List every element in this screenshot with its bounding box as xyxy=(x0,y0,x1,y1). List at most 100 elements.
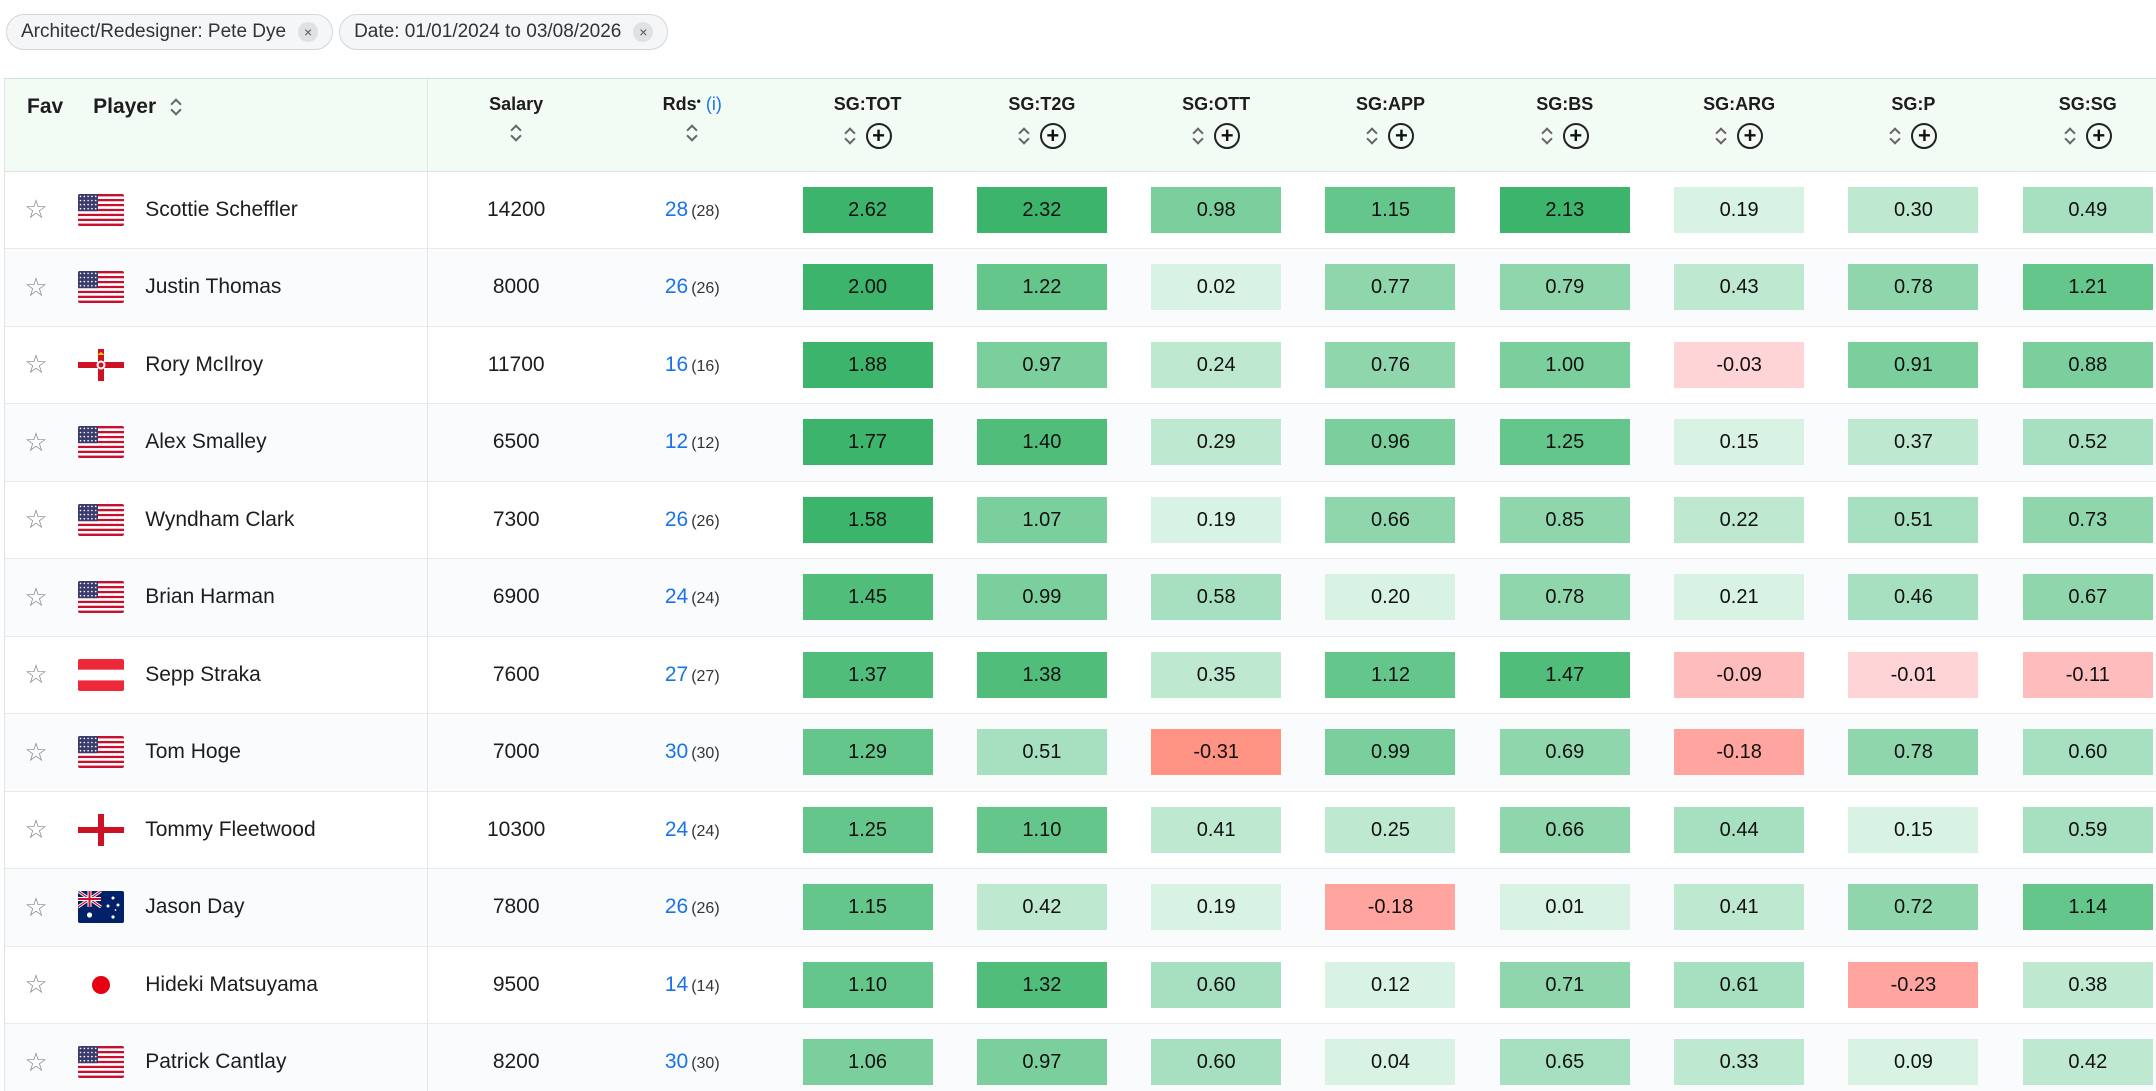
rounds-link[interactable]: 26 xyxy=(665,895,688,918)
header-sg-sg[interactable]: SG:SG+ xyxy=(2001,79,2156,171)
player-name[interactable]: Wyndham Clark xyxy=(135,481,428,559)
header-sg-t2g[interactable]: SG:T2G+ xyxy=(955,79,1129,171)
rounds-total: (14) xyxy=(691,978,719,995)
sort-icon[interactable] xyxy=(686,123,698,143)
rounds-link[interactable]: 30 xyxy=(665,1050,688,1073)
sg-value: 0.20 xyxy=(1325,574,1455,620)
sort-icon[interactable] xyxy=(844,126,856,146)
add-column-icon[interactable]: + xyxy=(1388,123,1414,149)
add-column-icon[interactable]: + xyxy=(1911,123,1937,149)
star-icon[interactable]: ☆ xyxy=(5,559,67,637)
sg-value: -0.18 xyxy=(1325,884,1455,930)
close-icon[interactable]: × xyxy=(633,22,653,42)
star-icon[interactable]: ☆ xyxy=(5,1024,67,1091)
filter-chip-date[interactable]: Date: 01/01/2024 to 03/08/2026 × xyxy=(339,14,668,50)
add-column-icon[interactable]: + xyxy=(1214,123,1240,149)
sort-icon[interactable] xyxy=(1889,126,1901,146)
sort-icon[interactable] xyxy=(1366,126,1378,146)
player-name[interactable]: Jason Day xyxy=(135,869,428,947)
rounds-link[interactable]: 14 xyxy=(665,973,688,996)
rounds-link[interactable]: 26 xyxy=(665,275,688,298)
sg-value: 1.38 xyxy=(977,652,1107,698)
player-name[interactable]: Rory McIlroy xyxy=(135,326,428,404)
star-icon[interactable]: ☆ xyxy=(5,404,67,482)
header-rds-label: Rds xyxy=(663,94,697,114)
sg-value: 0.02 xyxy=(1151,264,1281,310)
sort-icon[interactable] xyxy=(1018,126,1030,146)
header-sg-tot[interactable]: SG:TOT + xyxy=(780,79,954,171)
player-name[interactable]: Sepp Straka xyxy=(135,636,428,714)
filter-chip-label: Architect/Redesigner: Pete Dye xyxy=(21,21,286,43)
star-icon[interactable]: ☆ xyxy=(5,249,67,327)
player-name[interactable]: Hideki Matsuyama xyxy=(135,946,428,1024)
player-name[interactable]: Patrick Cantlay xyxy=(135,1024,428,1091)
rounds-total: (30) xyxy=(691,745,719,762)
sg-value: 0.49 xyxy=(2023,187,2153,233)
add-column-icon[interactable]: + xyxy=(866,123,892,149)
rounds-link[interactable]: 16 xyxy=(665,353,688,376)
header-player[interactable]: Player xyxy=(67,79,428,171)
rounds-link[interactable]: 27 xyxy=(665,663,688,686)
header-sg-arg[interactable]: SG:ARG+ xyxy=(1652,79,1826,171)
player-name[interactable]: Alex Smalley xyxy=(135,404,428,482)
star-icon[interactable]: ☆ xyxy=(5,714,67,792)
star-icon[interactable]: ☆ xyxy=(5,791,67,869)
sg-value: 0.38 xyxy=(2023,962,2153,1008)
info-icon[interactable]: (i) xyxy=(706,94,722,114)
sort-icon[interactable] xyxy=(2064,126,2076,146)
star-icon[interactable]: ☆ xyxy=(5,171,67,249)
header-sg-p[interactable]: SG:P+ xyxy=(1826,79,2000,171)
japan-flag xyxy=(78,969,124,1001)
player-name[interactable]: Brian Harman xyxy=(135,559,428,637)
star-icon[interactable]: ☆ xyxy=(5,481,67,559)
player-name[interactable]: Scottie Scheffler xyxy=(135,171,428,249)
star-icon[interactable]: ☆ xyxy=(5,636,67,714)
sort-icon[interactable] xyxy=(1192,126,1204,146)
rounds-cell: 12(12) xyxy=(604,404,780,482)
rounds-link[interactable]: 30 xyxy=(665,740,688,763)
sort-icon[interactable] xyxy=(170,97,182,117)
sort-icon[interactable] xyxy=(1541,126,1553,146)
header-sg-bs[interactable]: SG:BS+ xyxy=(1478,79,1652,171)
player-name[interactable]: Tommy Fleetwood xyxy=(135,791,428,869)
close-icon[interactable]: × xyxy=(298,22,318,42)
sg-value: 1.77 xyxy=(803,419,933,465)
star-icon[interactable]: ☆ xyxy=(5,869,67,947)
sort-icon[interactable] xyxy=(510,123,522,143)
player-name[interactable]: Tom Hoge xyxy=(135,714,428,792)
salary-value: 8200 xyxy=(428,1024,604,1091)
rounds-link[interactable]: 24 xyxy=(665,585,688,608)
header-sg-ott[interactable]: SG:OTT+ xyxy=(1129,79,1303,171)
filter-chip-architect[interactable]: Architect/Redesigner: Pete Dye × xyxy=(6,14,333,50)
header-salary[interactable]: Salary xyxy=(428,79,604,171)
add-column-icon[interactable]: + xyxy=(1563,123,1589,149)
star-icon[interactable]: ☆ xyxy=(5,326,67,404)
rounds-link[interactable]: 26 xyxy=(665,508,688,531)
rounds-link[interactable]: 24 xyxy=(665,818,688,841)
sort-icon[interactable] xyxy=(1715,126,1727,146)
add-column-icon[interactable]: + xyxy=(1040,123,1066,149)
rounds-link[interactable]: 12 xyxy=(665,430,688,453)
header-sg-app[interactable]: SG:APP+ xyxy=(1303,79,1477,171)
rounds-cell: 30(30) xyxy=(604,1024,780,1091)
star-icon[interactable]: ☆ xyxy=(5,946,67,1024)
player-name[interactable]: Justin Thomas xyxy=(135,249,428,327)
add-column-icon[interactable]: + xyxy=(2086,123,2112,149)
sg-value: 0.15 xyxy=(1848,807,1978,853)
header-sg-label: SG:TOT xyxy=(780,94,954,115)
rounds-link[interactable]: 28 xyxy=(665,198,688,221)
header-rds[interactable]: Rds• (i) xyxy=(604,79,780,171)
add-column-icon[interactable]: + xyxy=(1737,123,1763,149)
